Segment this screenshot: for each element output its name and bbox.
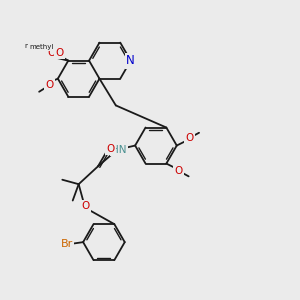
Text: O: O — [45, 80, 54, 90]
Text: methoxy: methoxy — [24, 43, 54, 49]
Text: methyl: methyl — [29, 44, 54, 50]
Text: O: O — [56, 48, 64, 58]
Text: O: O — [47, 48, 55, 58]
Text: O: O — [185, 133, 194, 143]
Text: Br: Br — [61, 238, 73, 249]
Text: O: O — [175, 166, 183, 176]
Text: O: O — [106, 143, 115, 154]
Text: O: O — [81, 201, 90, 211]
Text: N: N — [126, 54, 135, 67]
Text: HN: HN — [111, 145, 127, 155]
